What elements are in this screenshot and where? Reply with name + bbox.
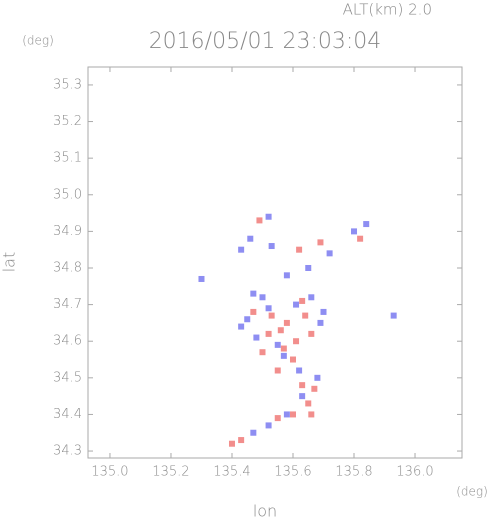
chart-title: 2016/05/01 23:03:04 <box>149 29 382 54</box>
y-tick-label: 34.5 <box>53 370 82 385</box>
point <box>390 312 397 319</box>
y-tick-label: 34.9 <box>53 224 82 239</box>
point <box>280 352 287 359</box>
point <box>283 272 290 279</box>
point <box>317 319 324 326</box>
y-tick-label: 34.6 <box>53 334 82 349</box>
y-unit: (deg) <box>22 34 54 48</box>
point <box>244 316 251 323</box>
x-unit: (deg) <box>456 485 488 499</box>
point <box>259 349 266 356</box>
point <box>256 217 263 224</box>
point <box>265 422 272 429</box>
y-tick-label: 34.8 <box>53 260 82 275</box>
point <box>308 330 315 337</box>
point <box>268 243 275 250</box>
point <box>305 400 312 407</box>
point <box>280 345 287 352</box>
y-axis-label: lat <box>0 252 19 273</box>
point <box>293 338 300 345</box>
point <box>268 312 275 319</box>
point <box>283 411 290 418</box>
point <box>265 305 272 312</box>
y-tick-label: 34.7 <box>53 297 82 312</box>
point <box>299 297 306 304</box>
plot-frame <box>87 66 463 459</box>
point <box>238 246 245 253</box>
x-axis-label: lon <box>253 502 277 521</box>
point <box>314 374 321 381</box>
y-tick-label: 35.0 <box>53 187 82 202</box>
point <box>283 319 290 326</box>
point <box>250 429 257 436</box>
point <box>357 235 364 242</box>
point <box>317 239 324 246</box>
point <box>289 356 296 363</box>
point <box>308 294 315 301</box>
point <box>238 437 245 444</box>
point <box>274 341 281 348</box>
y-tick-label: 35.2 <box>53 114 82 129</box>
y-tick-label: 34.4 <box>53 407 82 422</box>
point <box>228 440 235 447</box>
point <box>351 228 358 235</box>
point <box>265 213 272 220</box>
point <box>293 301 300 308</box>
point <box>296 246 303 253</box>
point <box>299 382 306 389</box>
point <box>250 308 257 315</box>
point <box>277 327 284 334</box>
x-tick-label: 135.6 <box>274 465 311 480</box>
annotation: ALT(km) 2.0 <box>343 1 432 19</box>
point <box>289 411 296 418</box>
point <box>250 290 257 297</box>
point <box>265 330 272 337</box>
point <box>326 250 333 257</box>
y-tick-label: 35.3 <box>53 77 82 92</box>
point <box>253 334 260 341</box>
point <box>296 367 303 374</box>
point <box>311 385 318 392</box>
y-tick-label: 34.3 <box>53 444 82 459</box>
point <box>363 221 370 228</box>
point <box>198 275 205 282</box>
x-tick-label: 135.2 <box>152 465 189 480</box>
point <box>274 415 281 422</box>
point <box>299 393 306 400</box>
point <box>238 323 245 330</box>
x-tick-label: 135.8 <box>335 465 372 480</box>
point <box>247 235 254 242</box>
x-tick-label: 135.0 <box>91 465 128 480</box>
point <box>305 264 312 271</box>
x-tick-label: 136.0 <box>396 465 433 480</box>
point <box>302 312 309 319</box>
y-tick-label: 35.1 <box>53 151 82 166</box>
point <box>259 294 266 301</box>
point <box>320 308 327 315</box>
x-tick-label: 135.4 <box>213 465 250 480</box>
point <box>274 367 281 374</box>
point <box>308 411 315 418</box>
